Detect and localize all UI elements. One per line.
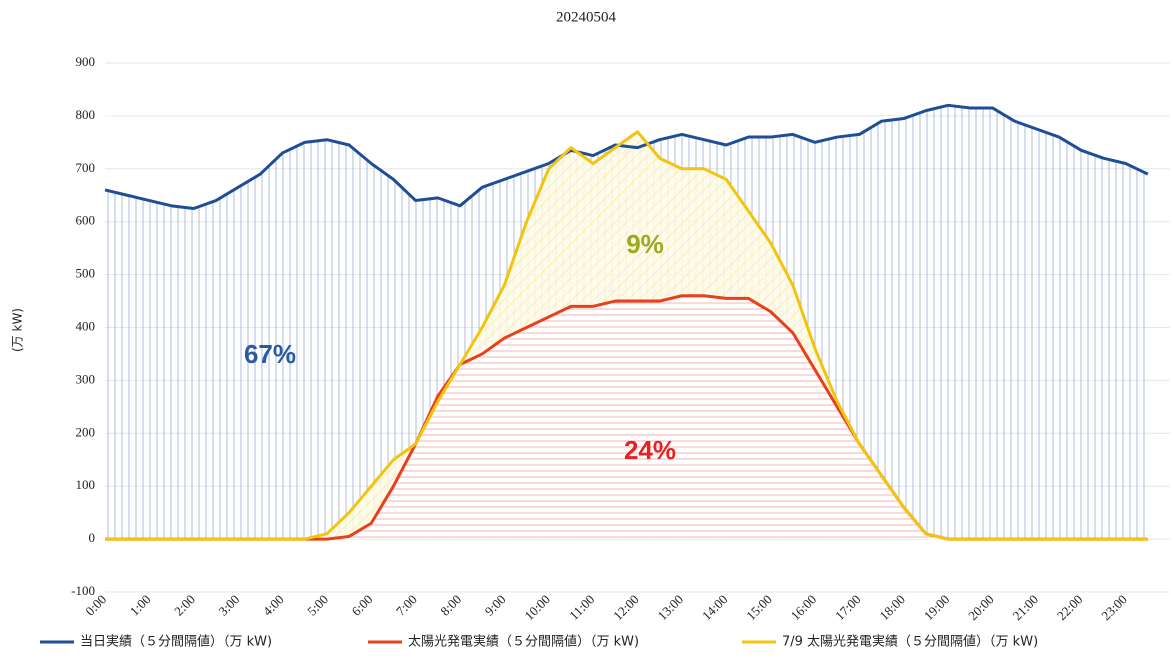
area — [105, 295, 1148, 540]
y-tick-label: 200 — [76, 424, 96, 439]
legend-label: 当日実績（５分間隔値）（万 kW) — [80, 634, 272, 650]
y-tick-label: 0 — [89, 530, 96, 545]
legend-label: 太陽光発電実績（５分間隔値）（万 kW) — [408, 634, 639, 650]
y-tick-label: -100 — [71, 583, 95, 598]
y-tick-label: 600 — [76, 213, 96, 228]
annotation: 67% — [244, 339, 296, 369]
y-tick-label: 900 — [76, 54, 96, 69]
x-tick-label: 20:00 — [965, 592, 997, 624]
x-tick-label: 17:00 — [832, 592, 864, 624]
x-tick-label: 4:00 — [260, 592, 287, 619]
x-tick-label: 22:00 — [1054, 592, 1086, 624]
x-tick-label: 23:00 — [1098, 592, 1130, 624]
x-tick-label: 9:00 — [482, 592, 509, 619]
x-tick-label: 14:00 — [699, 592, 731, 624]
x-tick-label: 1:00 — [127, 592, 154, 619]
y-tick-label: 100 — [76, 477, 96, 492]
y-tick-label: 500 — [76, 266, 96, 281]
x-tick-label: 13:00 — [655, 592, 687, 624]
x-tick-label: 21:00 — [1010, 592, 1042, 624]
legend-label: 7/9 太陽光発電実績（５分間隔値）（万 kW) — [782, 634, 1038, 650]
x-tick-label: 15:00 — [743, 592, 775, 624]
x-tick-label: 10:00 — [521, 592, 553, 624]
y-tick-label: 300 — [76, 371, 96, 386]
y-axis-label: (万 kW) — [11, 308, 25, 352]
annotation: 9% — [626, 229, 664, 259]
x-tick-label: 11:00 — [566, 592, 597, 623]
y-tick-label: 800 — [76, 107, 96, 122]
y-tick-label: 400 — [76, 318, 96, 333]
x-tick-label: 7:00 — [393, 592, 420, 619]
x-tick-label: 16:00 — [788, 592, 820, 624]
series-line — [104, 103, 1149, 210]
y-tick-label: 700 — [76, 160, 96, 175]
x-tick-label: 8:00 — [437, 592, 464, 619]
x-tick-label: 18:00 — [876, 592, 908, 624]
annotation: 24% — [624, 435, 676, 465]
x-tick-label: 19:00 — [921, 592, 953, 624]
x-tick-label: 12:00 — [610, 592, 642, 624]
series-line — [105, 130, 1148, 541]
x-tick-label: 2:00 — [171, 592, 198, 619]
chart-title: 20240504 — [556, 9, 617, 25]
x-tick-label: 6:00 — [349, 592, 376, 619]
x-tick-label: 5:00 — [304, 592, 331, 619]
x-tick-label: 3:00 — [215, 592, 242, 619]
